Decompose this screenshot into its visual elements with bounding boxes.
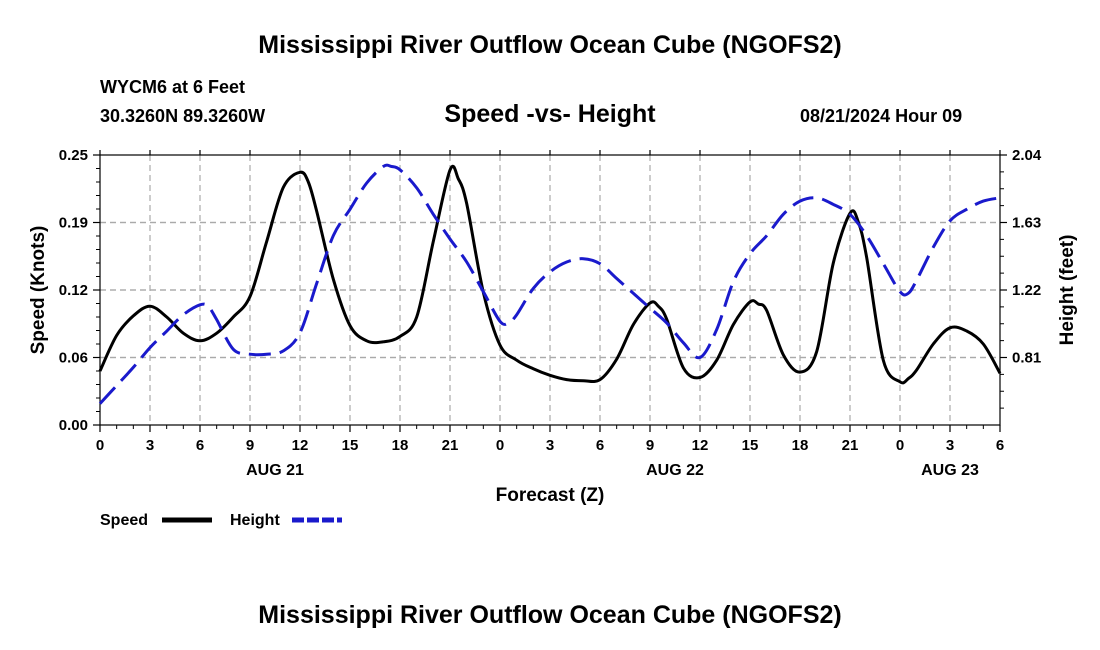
data-series	[98, 163, 1002, 405]
y-right-tick-label: 2.04	[1012, 147, 1042, 164]
y-right-tick-label: 1.63	[1012, 215, 1041, 232]
x-tick-label: 12	[692, 437, 709, 454]
axis-labels: 0 3 6 9 12 15 18 21 0 3 6 9 12 15 18 21 0 3 6 AUG 21 AUG 22 A…	[59, 147, 1042, 479]
date-label: AUG 23	[921, 462, 979, 479]
y-right-tick-label: 0.81	[1012, 350, 1041, 367]
x-tick-label: 3	[546, 437, 554, 454]
x-tick-label: 0	[896, 437, 904, 454]
x-tick-label: 0	[96, 437, 104, 454]
x-tick-label: 15	[742, 437, 759, 454]
page-title: Mississippi River Outflow Ocean Cube (NG…	[258, 31, 842, 59]
x-tick-label: 9	[246, 437, 254, 454]
y-left-tick-label: 0.19	[59, 215, 88, 232]
x-tick-label: 3	[946, 437, 954, 454]
legend-label-speed: Speed	[100, 512, 148, 529]
y-left-tick-label: 0.00	[59, 417, 88, 434]
x-axis-title: Forecast (Z)	[496, 485, 605, 506]
y-right-tick-label: 1.22	[1012, 282, 1041, 299]
date-label: AUG 22	[646, 462, 704, 479]
date-label: AUG 21	[246, 462, 304, 479]
x-tick-label: 9	[646, 437, 654, 454]
plot-frame	[99, 154, 1001, 426]
y-axis-left-title: Speed (Knots)	[28, 226, 49, 355]
page-title-bottom: Mississippi River Outflow Ocean Cube (NG…	[258, 601, 842, 629]
x-tick-label: 3	[146, 437, 154, 454]
x-tick-label: 6	[996, 437, 1004, 454]
station-coords: 30.3260N 89.3260W	[100, 106, 266, 126]
x-tick-label: 6	[596, 437, 604, 454]
x-tick-label: 21	[842, 437, 859, 454]
x-tick-label: 18	[392, 437, 409, 454]
axis-ticks	[93, 150, 1007, 432]
y-left-tick-label: 0.06	[59, 350, 88, 367]
y-left-tick-label: 0.25	[59, 147, 88, 164]
x-tick-label: 15	[342, 437, 359, 454]
x-tick-label: 21	[442, 437, 459, 454]
legend: Speed Height	[100, 512, 342, 529]
forecast-datetime: 08/21/2024 Hour 09	[800, 106, 963, 126]
grid-lines	[100, 155, 1000, 425]
y-left-tick-label: 0.12	[59, 282, 88, 299]
x-tick-label: 12	[292, 437, 309, 454]
y-axis-right-title: Height (feet)	[1057, 235, 1078, 346]
station-label: WYCM6 at 6 Feet	[100, 77, 246, 97]
chart-subtitle: Speed -vs- Height	[444, 100, 656, 128]
x-tick-label: 6	[196, 437, 204, 454]
x-tick-label: 0	[496, 437, 504, 454]
height-series-line	[98, 163, 1001, 405]
legend-label-height: Height	[230, 512, 280, 529]
x-tick-label: 18	[792, 437, 809, 454]
